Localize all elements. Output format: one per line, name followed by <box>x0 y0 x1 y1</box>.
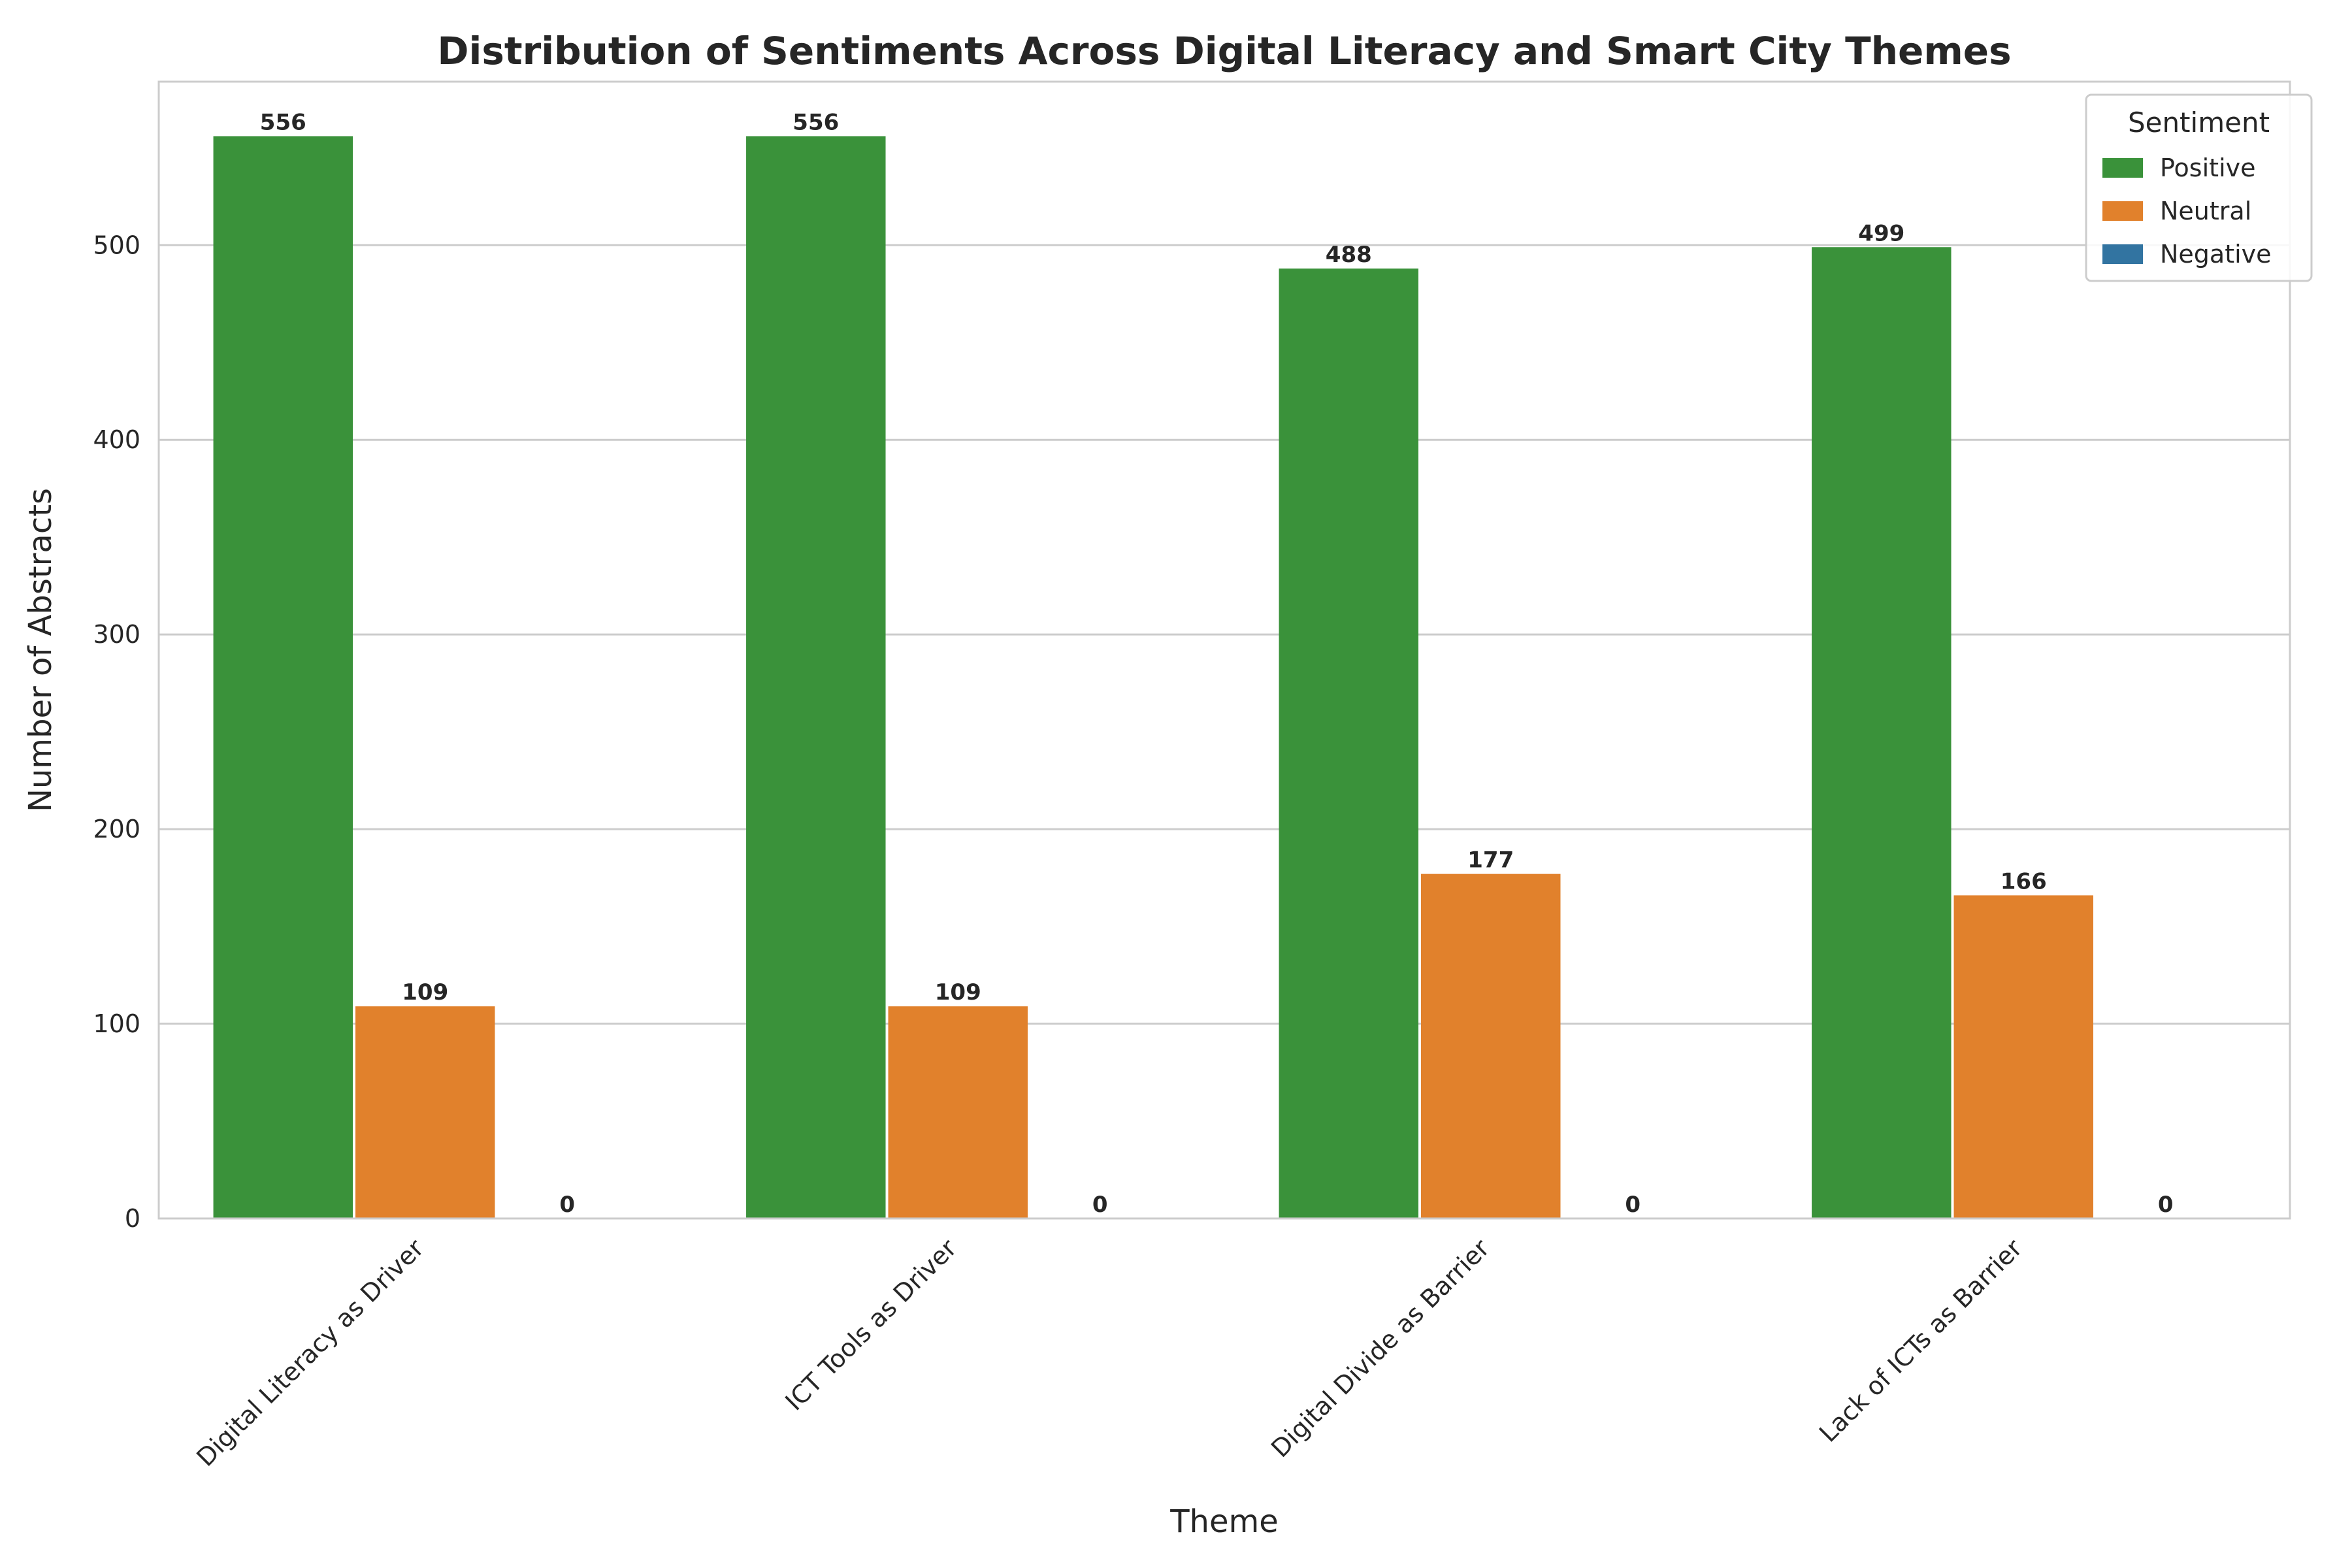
bar-positive <box>1812 247 1952 1218</box>
data-label: 0 <box>2158 1192 2174 1218</box>
legend-title: Sentiment <box>2128 106 2270 139</box>
bar-positive <box>1279 269 1419 1219</box>
y-tick-label: 400 <box>93 425 140 454</box>
legend-swatch-positive <box>2102 158 2143 178</box>
x-axis-label: Theme <box>1169 1503 1279 1540</box>
data-label: 0 <box>1625 1192 1641 1218</box>
y-tick-label: 500 <box>93 231 140 259</box>
y-tick-label: 200 <box>93 815 140 843</box>
bar-neutral <box>355 1006 495 1218</box>
legend-swatch-negative <box>2102 244 2143 264</box>
data-label: 0 <box>1092 1192 1108 1218</box>
data-label: 166 <box>2001 868 2047 894</box>
data-label: 556 <box>260 109 306 135</box>
legend-entry-label: Negative <box>2160 240 2272 269</box>
y-tick-label: 100 <box>93 1009 140 1038</box>
data-label: 556 <box>792 109 839 135</box>
data-label: 109 <box>935 979 981 1005</box>
bar-positive <box>746 136 886 1218</box>
legend-swatch-neutral <box>2102 201 2143 221</box>
data-label: 109 <box>402 979 448 1005</box>
legend-entry-label: Positive <box>2160 154 2256 182</box>
legend-entry-label: Neutral <box>2160 197 2251 225</box>
chart-title: Distribution of Sentiments Across Digita… <box>437 29 2011 73</box>
bar-positive <box>213 136 353 1218</box>
legend-frame <box>2085 93 2313 282</box>
bar-neutral <box>1421 874 1561 1218</box>
legend: Sentiment Positive Neutral Negative <box>2085 93 2313 282</box>
data-label: 177 <box>1467 847 1514 874</box>
data-label: 499 <box>1858 220 1904 246</box>
y-tick-label: 0 <box>125 1204 140 1233</box>
y-axis-label: Number of Abstracts <box>22 488 59 812</box>
bar-neutral <box>888 1006 1028 1218</box>
data-label: 488 <box>1326 242 1372 268</box>
plot-frame <box>157 80 2291 1220</box>
data-label: 0 <box>559 1192 575 1218</box>
bar-neutral <box>1953 895 2093 1218</box>
y-tick-label: 300 <box>93 620 140 649</box>
